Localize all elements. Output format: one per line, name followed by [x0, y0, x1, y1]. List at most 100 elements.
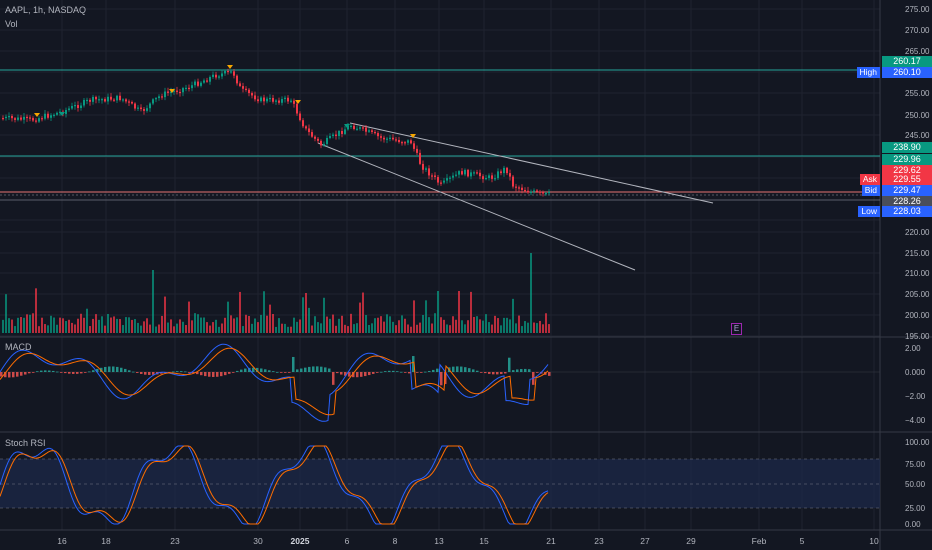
candle-body — [473, 172, 475, 174]
candle-body — [509, 173, 511, 177]
candle-body — [389, 137, 391, 139]
macd-histogram-bar — [476, 370, 479, 372]
candle-body — [530, 191, 532, 194]
macd-histogram-bar — [216, 372, 219, 377]
candle-body — [233, 71, 235, 76]
candle-body — [203, 80, 205, 83]
candle-body — [74, 105, 76, 107]
macd-label[interactable]: MACD — [5, 342, 32, 352]
candle-body — [521, 187, 523, 191]
candle-body — [428, 168, 430, 176]
earnings-marker[interactable]: E — [731, 323, 742, 335]
macd-histogram-bar — [184, 371, 187, 373]
macd-histogram-bar — [44, 370, 47, 372]
volume-bar — [23, 317, 25, 333]
candle-body — [194, 81, 196, 86]
volume-bar — [50, 315, 52, 333]
candle-body — [476, 172, 478, 174]
candle-body — [287, 97, 289, 102]
volume-bar — [293, 317, 295, 333]
candle-body — [137, 107, 139, 109]
candle-body — [512, 176, 514, 187]
candle-body — [317, 138, 319, 141]
candle-body — [155, 98, 157, 100]
volume-bar — [437, 291, 439, 333]
volume-bar — [356, 323, 358, 333]
candle-body — [239, 83, 241, 87]
signal-marker — [295, 100, 301, 104]
stoch-rsi-label[interactable]: Stoch RSI — [5, 438, 46, 448]
macd-histogram-bar — [376, 372, 379, 373]
volume-bar — [296, 321, 298, 333]
volume-bar — [17, 317, 19, 333]
volume-bar — [512, 298, 514, 333]
macd-histogram-bar — [392, 370, 395, 372]
time-axis-label: 15 — [479, 536, 489, 546]
macd-axis-tick: −2.00 — [905, 392, 926, 401]
volume-bar — [488, 322, 490, 333]
candle-body — [284, 97, 286, 100]
volume-bar — [197, 314, 199, 333]
volume-bar — [221, 323, 223, 333]
macd-histogram-bar — [4, 372, 7, 378]
candle-body — [386, 138, 388, 140]
volume-bar — [152, 270, 154, 333]
candle-body — [77, 105, 79, 109]
volume-bar — [362, 292, 364, 333]
price-tag-label: Ask — [859, 174, 880, 185]
volume-bar — [407, 324, 409, 333]
macd-histogram-bar — [188, 372, 191, 373]
candle-body — [89, 99, 91, 102]
macd-histogram-bar — [480, 372, 483, 373]
candle-body — [308, 128, 310, 133]
macd-histogram-bar — [272, 371, 275, 372]
volume-bar — [470, 291, 472, 333]
candle-body — [539, 191, 541, 193]
price-tag-label: High — [856, 67, 880, 78]
candle-body — [41, 118, 43, 120]
candle-body — [518, 187, 520, 189]
time-axis-label: 23 — [594, 536, 604, 546]
macd-axis-tick: −4.00 — [905, 416, 926, 425]
stoch-d-line — [0, 445, 549, 525]
volume-bar — [476, 316, 478, 333]
volume-bar — [185, 325, 187, 333]
macd-histogram-bar — [456, 366, 459, 372]
price-axis-tick: 265.00 — [905, 47, 930, 56]
volume-bar — [191, 320, 193, 333]
candle-body — [14, 118, 16, 120]
candle-body — [242, 86, 244, 89]
macd-histogram-bar — [36, 371, 39, 373]
candle-body — [119, 95, 121, 101]
volume-bar — [203, 317, 205, 333]
candle-body — [479, 172, 481, 177]
candle-body — [167, 91, 169, 93]
volume-bar — [434, 313, 436, 333]
upper-trendline — [349, 122, 714, 204]
volume-bar — [299, 319, 301, 333]
stoch-axis-tick: 100.00 — [905, 438, 930, 447]
volume-bar — [311, 325, 313, 333]
candle-body — [131, 101, 133, 104]
candle-body — [431, 175, 433, 177]
macd-histogram-bar — [124, 368, 127, 372]
candle-body — [356, 128, 358, 130]
volume-bar — [395, 325, 397, 333]
time-axis-label: 6 — [345, 536, 350, 546]
candle-body — [446, 178, 448, 181]
volume-bar — [359, 302, 361, 333]
symbol-title[interactable]: AAPL, 1h, NASDAQ — [5, 5, 87, 15]
macd-histogram-bar — [332, 372, 335, 385]
candle-body — [251, 93, 253, 96]
macd-histogram-bar — [548, 372, 551, 376]
volume-bar — [341, 315, 343, 333]
macd-histogram-bar — [128, 370, 131, 372]
macd-histogram-bar — [176, 371, 179, 372]
volume-bar — [53, 317, 55, 333]
macd-histogram-bar — [304, 367, 307, 372]
price-axis-tick: 275.00 — [905, 5, 930, 14]
price-tag: 228.03 — [882, 206, 932, 217]
volume-bar — [59, 317, 61, 333]
